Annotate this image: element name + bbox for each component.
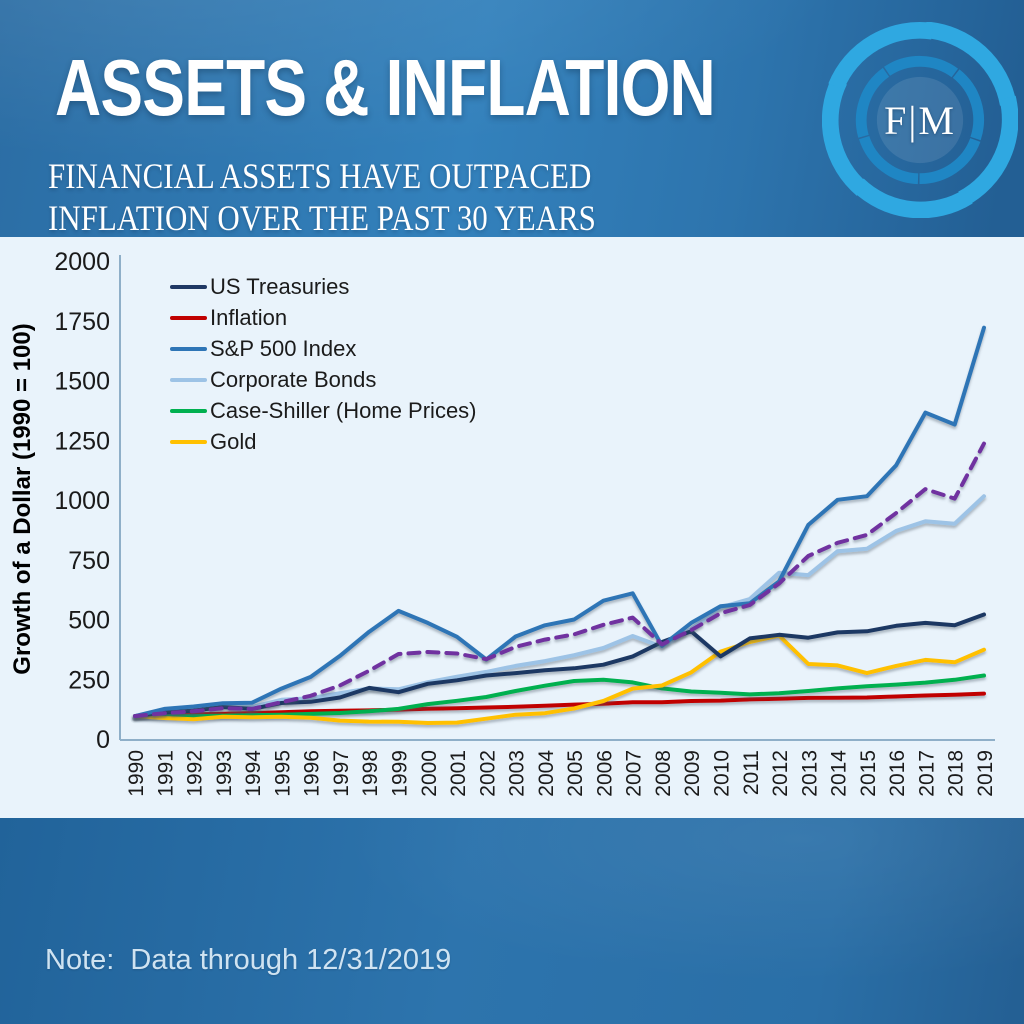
x-tick-label: 1999 — [388, 750, 411, 797]
y-axis-title: Growth of a Dollar (1990 = 100) — [9, 323, 36, 674]
footer-band — [0, 818, 1024, 1024]
logo-ribbon-inner — [855, 67, 890, 138]
x-tick-label: 2018 — [945, 750, 968, 797]
logo-ribbon-inner — [919, 137, 981, 184]
x-tick-label: 2006 — [593, 750, 616, 797]
x-tick-label: 2000 — [418, 750, 441, 797]
fm-logo-swirl-icon — [822, 22, 1018, 218]
footnote: Note: Data through 12/31/2019 Franklin M… — [45, 868, 451, 1024]
x-tick-label: 2005 — [564, 750, 587, 797]
line-chart: 0 250 500 750 1000 1250 1500 1750 2000 1990 1991 19… — [9, 248, 997, 797]
page-subtitle: FINANCIAL ASSETS HAVE OUTPACED INFLATION… — [48, 156, 596, 240]
legend-swatch — [170, 346, 207, 351]
x-tick-label: 2013 — [798, 750, 821, 797]
legend-item: Inflation — [170, 302, 477, 333]
y-tick-label: 1750 — [54, 308, 110, 336]
x-tick-label: 1993 — [213, 750, 236, 797]
x-tick-label: 1997 — [330, 750, 353, 797]
logo-ribbon-outer — [852, 178, 973, 218]
x-tick-label: 1994 — [242, 750, 265, 797]
logo-ribbon-inner — [858, 135, 919, 185]
y-tick-label: 1000 — [54, 487, 110, 515]
y-tick-label: 500 — [68, 607, 110, 635]
page-title: ASSETS & INFLATION — [55, 43, 716, 132]
x-tick-label: 1996 — [301, 750, 324, 797]
x-tick-label: 2015 — [857, 750, 880, 797]
x-tick-label: 2017 — [915, 750, 938, 797]
chart-legend: US Treasuries Inflation S&P 500 Index Corpo… — [170, 271, 477, 457]
legend-label: Case-Shiller (Home Prices) — [210, 397, 477, 423]
subtitle-line-2: INFLATION OVER THE PAST 30 YEARS — [48, 197, 596, 238]
y-tick-label: 1250 — [54, 427, 110, 455]
logo-ribbon-inner — [884, 55, 959, 78]
series-line-dashed-blend — [133, 441, 986, 719]
y-tick-label: 750 — [68, 547, 110, 575]
x-tick-label: 1991 — [154, 750, 177, 797]
y-tick-label: 0 — [96, 726, 110, 754]
legend-item: S&P 500 Index — [170, 333, 477, 364]
x-tick-label: 2016 — [886, 750, 909, 797]
logo-ribbon-outer — [828, 22, 934, 90]
legend-item: Gold — [170, 426, 477, 457]
x-tick-label: 2014 — [828, 750, 851, 797]
legend-swatch — [170, 377, 207, 382]
legend-label: Inflation — [210, 304, 288, 330]
footnote-line-1: Note: Data through 12/31/2019 — [45, 944, 452, 977]
series-line-inflation — [133, 691, 986, 719]
x-tick-label: 2019 — [974, 750, 997, 797]
legend-label: Gold — [210, 428, 257, 454]
legend-swatch — [170, 315, 207, 320]
logo-ribbon-inner — [952, 69, 985, 141]
fm-logo-monogram: F|M — [884, 97, 956, 143]
legend-swatch — [170, 439, 207, 444]
legend-label: Corporate Bonds — [210, 366, 377, 392]
legend-swatch — [170, 408, 207, 413]
x-tick-label: 2002 — [476, 750, 499, 797]
x-tick-label: 2011 — [740, 750, 763, 795]
y-tick-label: 2000 — [54, 248, 110, 276]
logo-ribbon-outer — [958, 95, 1018, 207]
legend-item: US Treasuries — [170, 271, 477, 302]
series-line-gold — [133, 633, 986, 725]
x-tick-label: 2004 — [535, 750, 558, 797]
x-tick-label: 2010 — [711, 750, 734, 797]
logo-center — [876, 76, 964, 164]
logo-ribbon-outer — [822, 77, 868, 196]
legend-label: US Treasuries — [210, 273, 350, 299]
series-line-corporate-bonds — [133, 494, 986, 719]
x-tick-label: 1990 — [125, 750, 148, 797]
x-tick-label: 2003 — [506, 750, 529, 797]
x-tick-label: 2012 — [769, 750, 792, 797]
x-tick-label: 1998 — [359, 750, 382, 797]
chart-panel: 0 250 500 750 1000 1250 1500 1750 2000 1990 1991 19… — [0, 237, 1024, 820]
series-line-s-p-500-index — [133, 325, 986, 719]
legend-item: Case-Shiller (Home Prices) — [170, 395, 477, 426]
x-tick-label: 2008 — [652, 750, 675, 797]
y-tick-label: 250 — [68, 666, 110, 694]
y-tick-label: 1500 — [54, 368, 110, 396]
series-line-case-shiller-home-prices- — [133, 673, 986, 719]
subtitle-line-1: FINANCIAL ASSETS HAVE OUTPACED — [48, 156, 592, 196]
logo-ribbon-outer — [925, 22, 1017, 106]
series-line-us-treasuries — [133, 612, 986, 719]
x-tick-label: 1992 — [184, 750, 207, 797]
header-band: ASSETS & INFLATION FINANCIAL ASSETS HAVE… — [0, 0, 1024, 240]
x-tick-label: 1995 — [271, 750, 294, 797]
legend-label: S&P 500 Index — [210, 335, 357, 361]
x-tick-label: 2001 — [447, 750, 470, 797]
legend-item: Corporate Bonds — [170, 364, 477, 395]
legend-swatch — [170, 284, 207, 289]
x-tick-label: 2009 — [681, 750, 704, 797]
x-tick-label: 2007 — [623, 750, 646, 797]
